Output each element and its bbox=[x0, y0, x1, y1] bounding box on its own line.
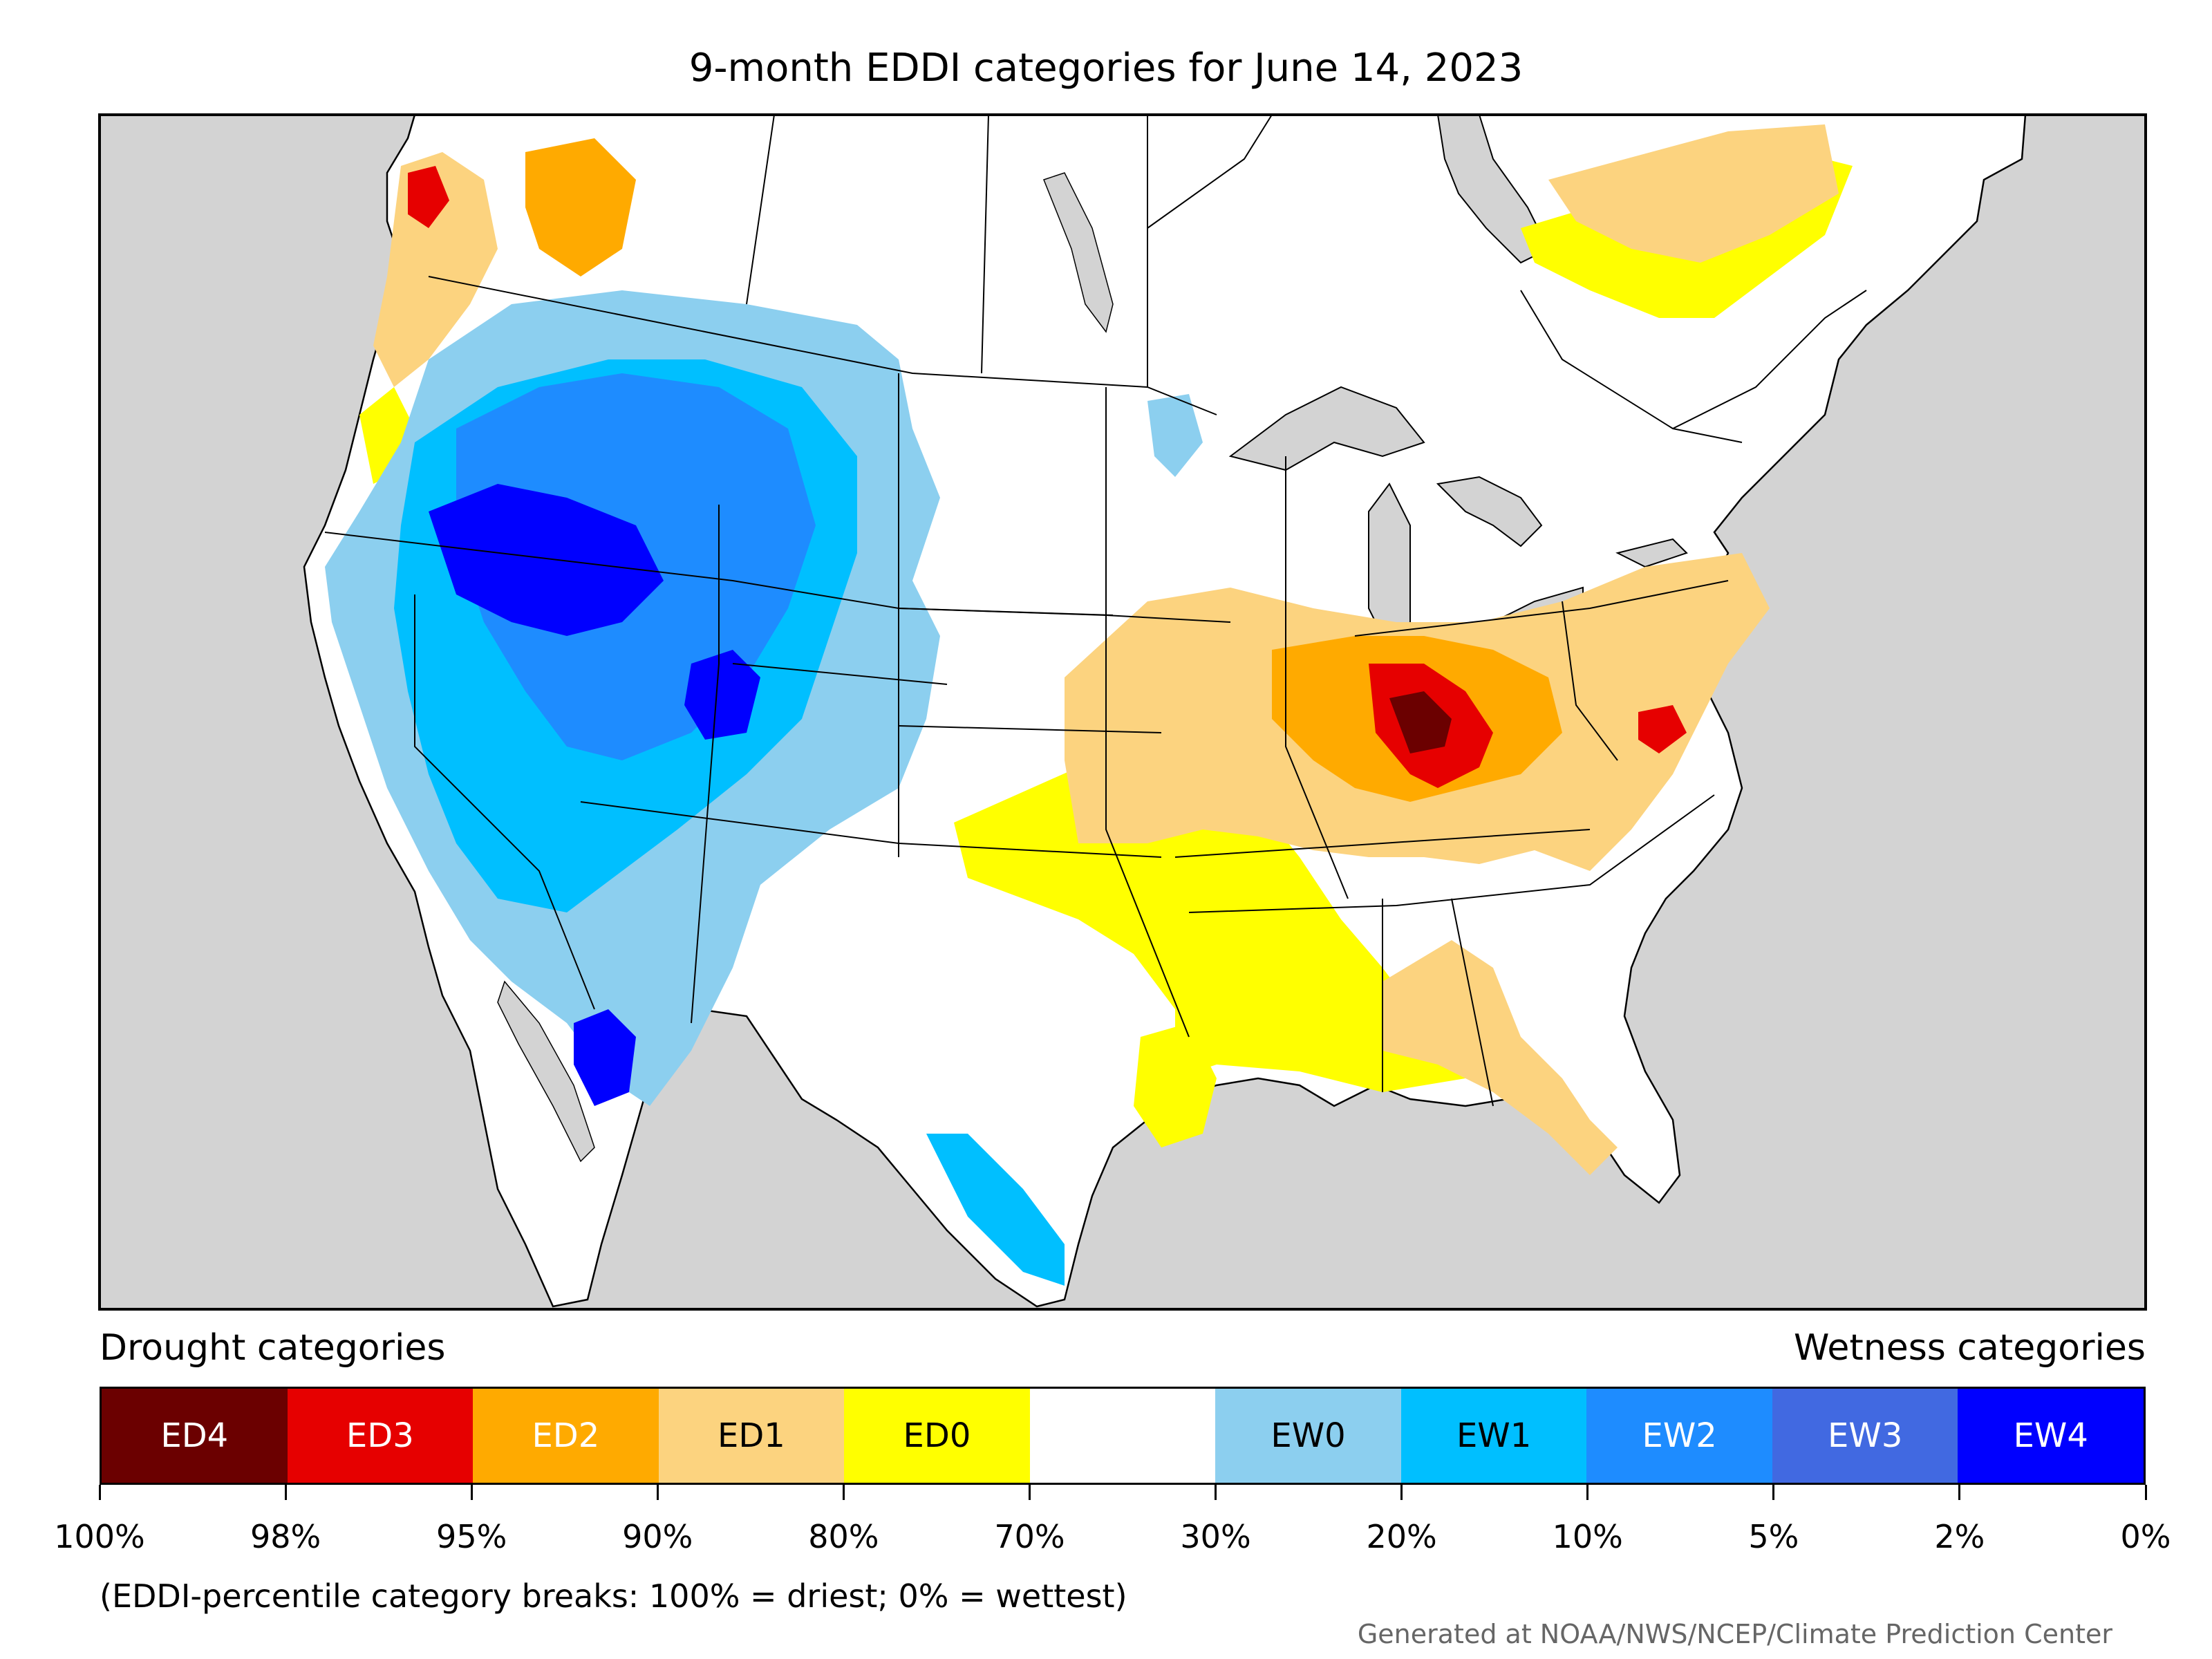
colorbar-tick bbox=[842, 1485, 845, 1500]
ew4-arizona bbox=[574, 1009, 636, 1106]
colorbar-tick bbox=[98, 1485, 101, 1500]
ed1-southeast bbox=[1382, 940, 1618, 1175]
category-swatch-neutral bbox=[1029, 1389, 1216, 1483]
ew1-texas-coast bbox=[926, 1134, 1065, 1286]
ew4-great-basin bbox=[429, 484, 664, 636]
category-swatch-ed4: ED4 bbox=[102, 1389, 288, 1483]
colorbar-tick-label: 0% bbox=[2120, 1518, 2171, 1555]
colorbar-tick-label: 70% bbox=[994, 1518, 1065, 1555]
colorbar-tick bbox=[1215, 1485, 1217, 1500]
category-swatch-ed0: ED0 bbox=[844, 1389, 1030, 1483]
colorbar-tick bbox=[656, 1485, 659, 1500]
ed1-pacific-nw bbox=[373, 152, 498, 387]
credit-line: Generated at NOAA/NWS/NCEP/Climate Predi… bbox=[1357, 1619, 2112, 1649]
ew4-colorado bbox=[684, 650, 760, 740]
colorbar-tick-label: 90% bbox=[622, 1518, 693, 1555]
ed2-bc bbox=[525, 138, 636, 276]
colorbar-tick-label: 20% bbox=[1366, 1518, 1437, 1555]
category-breaks-note: (EDDI-percentile category breaks: 100% =… bbox=[100, 1577, 1127, 1615]
colorbar-tick-label: 30% bbox=[1180, 1518, 1251, 1555]
category-swatch-ed3: ED3 bbox=[287, 1389, 474, 1483]
category-colorbar: ED4 ED3 ED2 ED1 ED0 EW0 EW1 EW2 EW3 EW4 bbox=[100, 1387, 2146, 1485]
ed1-canada-east bbox=[1548, 124, 1839, 263]
colorbar-tick bbox=[1586, 1485, 1589, 1500]
colorbar-tick-label: 5% bbox=[1748, 1518, 1799, 1555]
lake-winnipeg bbox=[1043, 172, 1114, 333]
colorbar-tick bbox=[1772, 1485, 1775, 1500]
category-swatch-ed1: ED1 bbox=[658, 1389, 845, 1483]
ed3-pacific-nw bbox=[408, 166, 449, 228]
boundaries bbox=[324, 114, 1867, 1107]
category-swatch-ew4: EW4 bbox=[1958, 1389, 2144, 1483]
colorbar-tick bbox=[284, 1485, 287, 1500]
map-frame bbox=[98, 113, 2147, 1311]
category-swatch-ew2: EW2 bbox=[1586, 1389, 1772, 1483]
ed4-indiana-core bbox=[1389, 691, 1452, 753]
colorbar-tick bbox=[2144, 1485, 2147, 1500]
category-swatch-ew1: EW1 bbox=[1400, 1389, 1587, 1483]
ed3-virginia bbox=[1638, 705, 1687, 753]
wetness-categories-heading: Wetness categories bbox=[1794, 1327, 2146, 1369]
category-swatch-ew3: EW3 bbox=[1772, 1389, 1958, 1483]
wetness-regions bbox=[325, 290, 1203, 1286]
drought-regions bbox=[359, 124, 1853, 1175]
colorbar-tick bbox=[1028, 1485, 1031, 1500]
eddi-map bbox=[98, 113, 2147, 1311]
gulf-of-california bbox=[497, 980, 595, 1163]
colorbar-tick bbox=[470, 1485, 473, 1500]
colorbar-tick bbox=[1400, 1485, 1403, 1500]
ed0-texas bbox=[1134, 1023, 1217, 1147]
colorbar-tick-label: 10% bbox=[1552, 1518, 1623, 1555]
colorbar-tick bbox=[1958, 1485, 1961, 1500]
colorbar-tick-label: 100% bbox=[54, 1518, 145, 1555]
category-swatch-ed2: ED2 bbox=[473, 1389, 659, 1483]
drought-categories-heading: Drought categories bbox=[100, 1327, 446, 1369]
map-title: 9-month EDDI categories for June 14, 202… bbox=[688, 46, 1524, 91]
ew0-dakotas bbox=[1147, 394, 1203, 477]
colorbar-tick-label: 80% bbox=[808, 1518, 879, 1555]
category-swatch-ew0: EW0 bbox=[1215, 1389, 1401, 1483]
colorbar-tick-label: 98% bbox=[250, 1518, 321, 1555]
colorbar-tick-label: 95% bbox=[436, 1518, 507, 1555]
colorbar-tick-label: 2% bbox=[1934, 1518, 1985, 1555]
